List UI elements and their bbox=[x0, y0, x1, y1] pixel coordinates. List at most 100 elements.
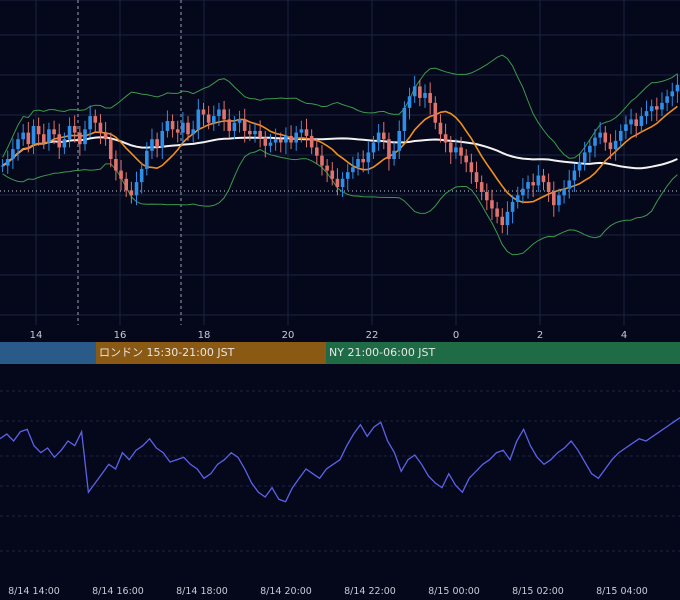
candle-body bbox=[649, 106, 654, 112]
candle-body bbox=[41, 134, 46, 143]
candle-body bbox=[567, 180, 572, 189]
candle-body bbox=[57, 134, 62, 148]
candle-body bbox=[31, 126, 36, 145]
candle-body bbox=[433, 102, 438, 123]
candle-body bbox=[670, 91, 675, 97]
date-tick-label: 8/15 04:00 bbox=[596, 586, 648, 597]
hour-tick-label: 18 bbox=[198, 330, 211, 341]
candle-body bbox=[495, 208, 499, 217]
candle-body bbox=[253, 130, 257, 135]
candle-body bbox=[376, 132, 381, 143]
candle-body bbox=[675, 84, 680, 92]
oscillator-chart bbox=[0, 390, 680, 552]
candle-body bbox=[423, 93, 427, 98]
candle-body bbox=[639, 116, 644, 126]
candle-body bbox=[5, 159, 10, 166]
candle-body bbox=[83, 129, 87, 145]
candle-body bbox=[541, 175, 546, 183]
candle-body bbox=[479, 182, 484, 192]
candle-body bbox=[93, 116, 98, 123]
candle-body bbox=[186, 122, 190, 135]
candle-body bbox=[119, 170, 123, 179]
candle-body bbox=[562, 188, 566, 196]
candle-body bbox=[624, 124, 628, 131]
candle-body bbox=[155, 139, 159, 148]
candle-body bbox=[428, 93, 432, 103]
hour-tick-label: 14 bbox=[30, 330, 43, 341]
bollinger-upper-line bbox=[2, 54, 678, 159]
candle-body bbox=[0, 165, 5, 167]
candle-body bbox=[356, 159, 360, 168]
candle-body bbox=[531, 182, 535, 186]
candle-body bbox=[448, 142, 453, 153]
candle-body bbox=[412, 86, 417, 97]
candle-body bbox=[572, 170, 577, 181]
candle-body bbox=[381, 132, 386, 140]
candle-body bbox=[459, 147, 463, 156]
hour-tick-label: 16 bbox=[114, 330, 127, 341]
candle-body bbox=[108, 139, 113, 159]
candle-body bbox=[557, 195, 561, 206]
candle-body bbox=[510, 201, 515, 212]
session-london-label: ロンドン 15:30-21:00 JST bbox=[99, 346, 235, 359]
candle-body bbox=[438, 122, 443, 135]
candle-body bbox=[582, 152, 587, 163]
candle-body bbox=[454, 147, 458, 153]
candle-body bbox=[603, 132, 608, 143]
candle-body bbox=[160, 130, 165, 148]
candle-body bbox=[248, 130, 252, 135]
price-chart bbox=[0, 0, 680, 325]
candle-body bbox=[593, 137, 597, 146]
date-tick-label: 8/15 02:00 bbox=[512, 586, 564, 597]
candle-body bbox=[335, 178, 340, 188]
candle-body bbox=[134, 182, 139, 196]
candle-body bbox=[294, 132, 299, 143]
candle-body bbox=[474, 172, 479, 183]
candle-body bbox=[330, 170, 335, 179]
date-tick-label: 8/15 00:00 bbox=[428, 586, 480, 597]
candle-body bbox=[500, 216, 505, 225]
candle-body bbox=[577, 162, 582, 171]
candle-body bbox=[546, 182, 551, 192]
candle-body bbox=[526, 182, 530, 189]
candle-body bbox=[165, 121, 170, 131]
short-ma-line bbox=[2, 105, 678, 203]
candle-body bbox=[469, 162, 474, 173]
candle-body bbox=[217, 109, 221, 117]
candle-body bbox=[206, 114, 211, 123]
candle-body bbox=[98, 122, 103, 133]
candle-body bbox=[397, 130, 402, 151]
candle-body bbox=[588, 145, 592, 153]
candle-body bbox=[129, 190, 134, 196]
candle-body bbox=[263, 137, 268, 146]
session-london: ロンドン 15:30-21:00 JST bbox=[96, 342, 326, 364]
candle-body bbox=[551, 192, 556, 206]
candle-body bbox=[325, 165, 329, 171]
candle-body bbox=[78, 132, 82, 145]
candle-body bbox=[227, 119, 232, 131]
candle-body bbox=[52, 129, 56, 135]
candle-body bbox=[88, 116, 92, 130]
candle-body bbox=[11, 149, 15, 159]
candle-body bbox=[304, 129, 309, 136]
candle-body bbox=[485, 192, 489, 201]
session-newyork-label: NY 21:00-06:00 JST bbox=[329, 346, 436, 359]
candle-body bbox=[284, 135, 288, 143]
candle-body bbox=[618, 130, 623, 141]
candle-body bbox=[608, 142, 613, 150]
candle-body bbox=[139, 168, 144, 183]
candle-body bbox=[613, 140, 618, 150]
candle-body bbox=[665, 96, 669, 103]
candle-body bbox=[515, 195, 520, 202]
candle-body bbox=[536, 175, 541, 186]
candle-body bbox=[309, 135, 314, 148]
candle-body bbox=[315, 147, 319, 156]
date-axis: 8/14 14:00 8/14 16:00 8/14 18:00 8/14 20:00… bbox=[8, 586, 648, 597]
date-tick-label: 8/14 16:00 bbox=[92, 586, 144, 597]
candle-body bbox=[175, 129, 180, 133]
candle-body bbox=[21, 132, 25, 140]
candle-body bbox=[62, 139, 67, 148]
candle-body bbox=[145, 150, 149, 169]
candle-body bbox=[392, 150, 396, 159]
hour-tick-label: 22 bbox=[366, 330, 379, 341]
